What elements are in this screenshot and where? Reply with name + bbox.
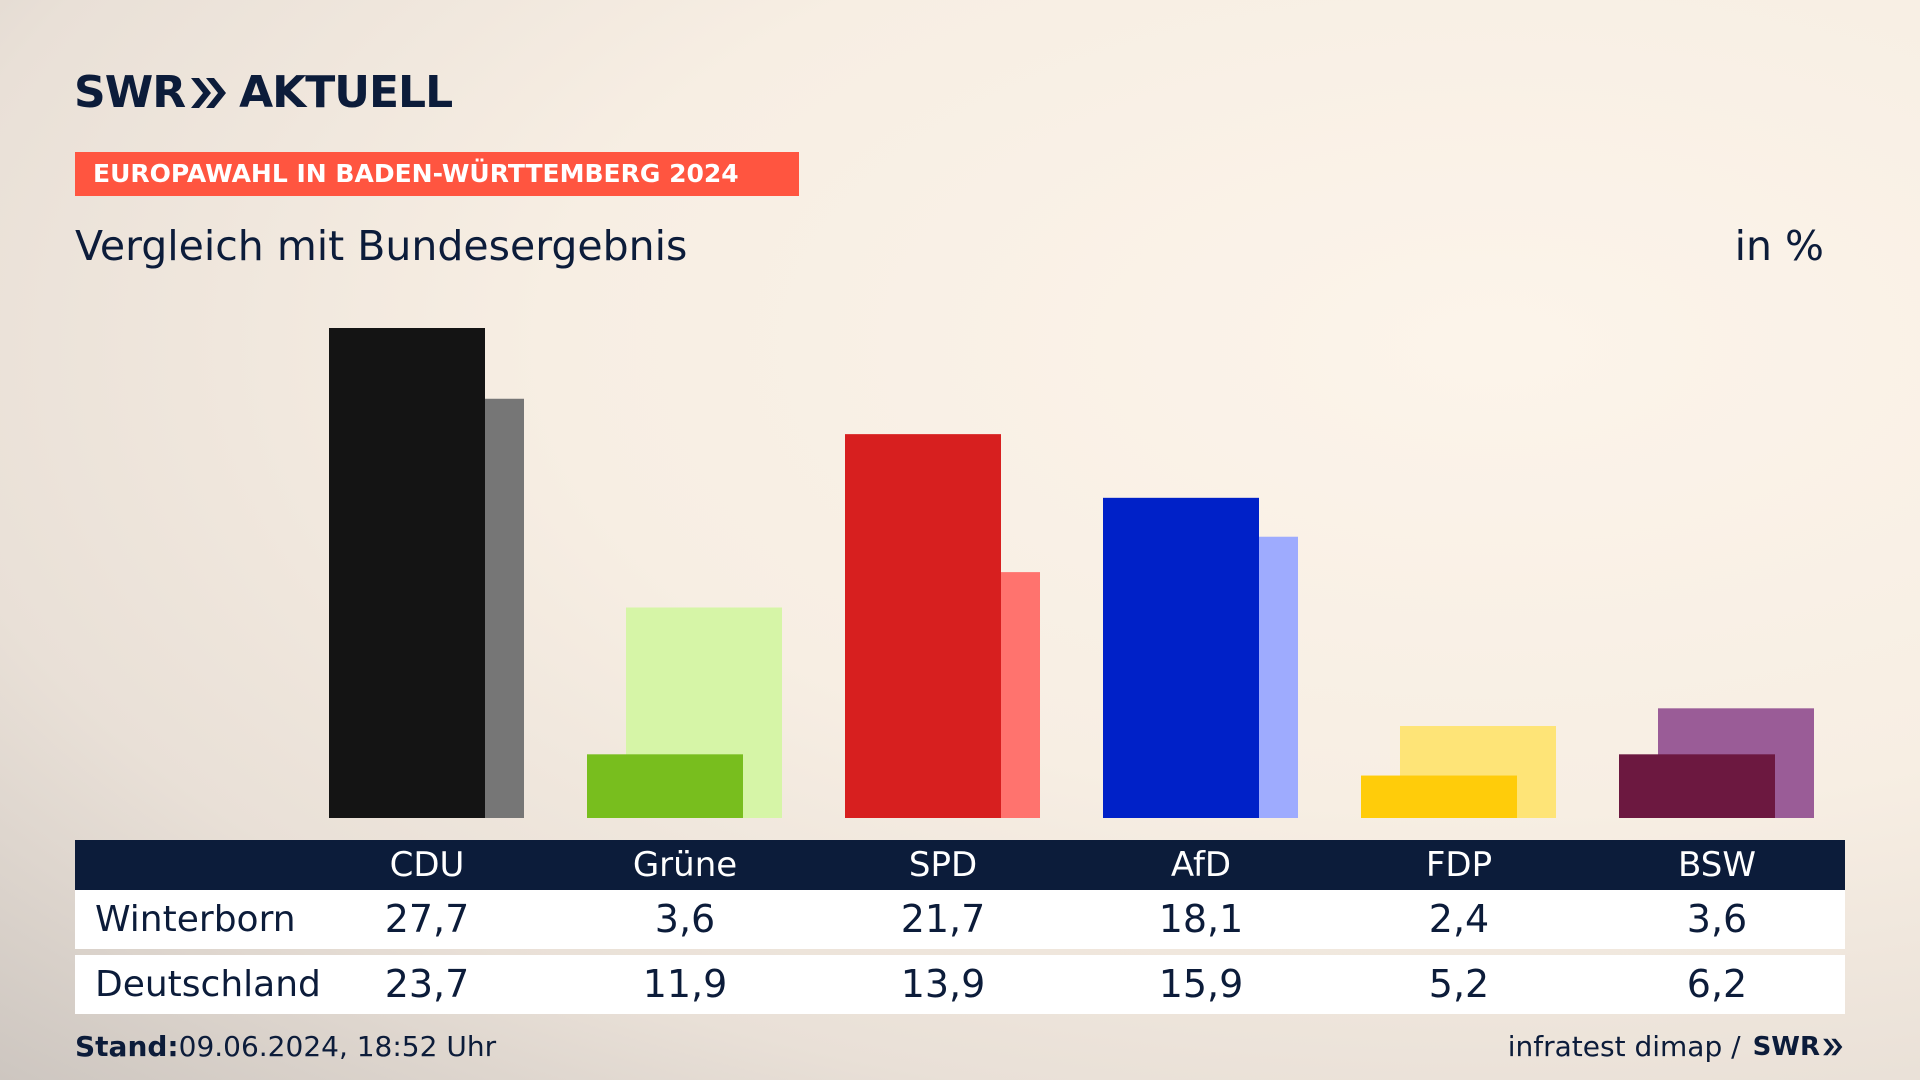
value-winterborn-fdp: 2,4 xyxy=(1428,897,1490,941)
results-table: CDU Grüne SPD AfD FDP BSW Winterborn 27,7 3,6 2… xyxy=(75,840,1845,1014)
row-label-deutschland: Deutschland xyxy=(95,964,321,1005)
row-label-winterborn: Winterborn xyxy=(95,899,296,940)
double-chevron-icon xyxy=(191,78,227,108)
value-winterborn-spd: 21,7 xyxy=(900,897,986,941)
stand-label: Stand: xyxy=(75,1030,179,1063)
double-chevron-icon xyxy=(1823,1038,1843,1055)
value-deutschland-fdp: 5,2 xyxy=(1428,962,1490,1006)
column-header-afd: AfD xyxy=(1170,845,1232,885)
swr-aktuell-logo: SWR AKTUELL xyxy=(74,64,453,122)
value-winterborn-afd: 18,1 xyxy=(1158,897,1244,941)
bar-spd-winterborn xyxy=(845,434,1001,818)
chart-subtitle: Vergleich mit Bundesergebnis xyxy=(75,222,688,270)
timestamp: Stand:09.06.2024, 18:52 Uhr xyxy=(75,1030,496,1063)
logo-aktuell-text: AKTUELL xyxy=(239,67,453,118)
value-winterborn-bsw: 3,6 xyxy=(1686,897,1748,941)
value-deutschland-cdu: 23,7 xyxy=(384,962,470,1006)
value-winterborn-gruene: 3,6 xyxy=(654,897,716,941)
column-header-bsw: BSW xyxy=(1678,845,1756,885)
bar-chart xyxy=(329,328,1814,818)
logo-swr-text: SWR xyxy=(74,67,186,118)
value-deutschland-bsw: 6,2 xyxy=(1686,962,1748,1006)
value-deutschland-gruene: 11,9 xyxy=(642,962,728,1006)
column-header-cdu: CDU xyxy=(389,845,465,885)
bar-fdp-winterborn xyxy=(1361,775,1517,818)
source-text: infratest dimap / xyxy=(1507,1030,1741,1063)
column-header-fdp: FDP xyxy=(1425,845,1493,885)
table-row-deutschland: Deutschland 23,7 11,9 13,9 15,9 5,2 6,2 xyxy=(75,955,1845,1014)
bar-gruene-winterborn xyxy=(587,754,743,818)
column-header-spd: SPD xyxy=(908,845,978,885)
election-banner: EUROPAWAHL IN BADEN-WÜRTTEMBERG 2024 xyxy=(75,152,799,196)
swr-footer-logo: SWR xyxy=(1753,1032,1844,1062)
value-winterborn-cdu: 27,7 xyxy=(384,897,470,941)
value-deutschland-afd: 15,9 xyxy=(1158,962,1244,1006)
column-header-gruene: Grüne xyxy=(632,845,738,885)
bar-afd-winterborn xyxy=(1103,497,1259,818)
bar-bsw-winterborn xyxy=(1619,754,1775,818)
bar-cdu-winterborn xyxy=(329,328,485,818)
value-deutschland-spd: 13,9 xyxy=(900,962,986,1006)
footer-logo-text: SWR xyxy=(1752,1031,1820,1062)
unit-label: in % xyxy=(1734,222,1824,270)
stand-value: 09.06.2024, 18:52 Uhr xyxy=(178,1030,497,1063)
table-header: CDU Grüne SPD AfD FDP BSW xyxy=(75,840,1845,890)
table-row-winterborn: Winterborn 27,7 3,6 21,7 18,1 2,4 3,6 xyxy=(75,890,1845,949)
source-credit: infratest dimap / SWR xyxy=(1508,1030,1844,1063)
